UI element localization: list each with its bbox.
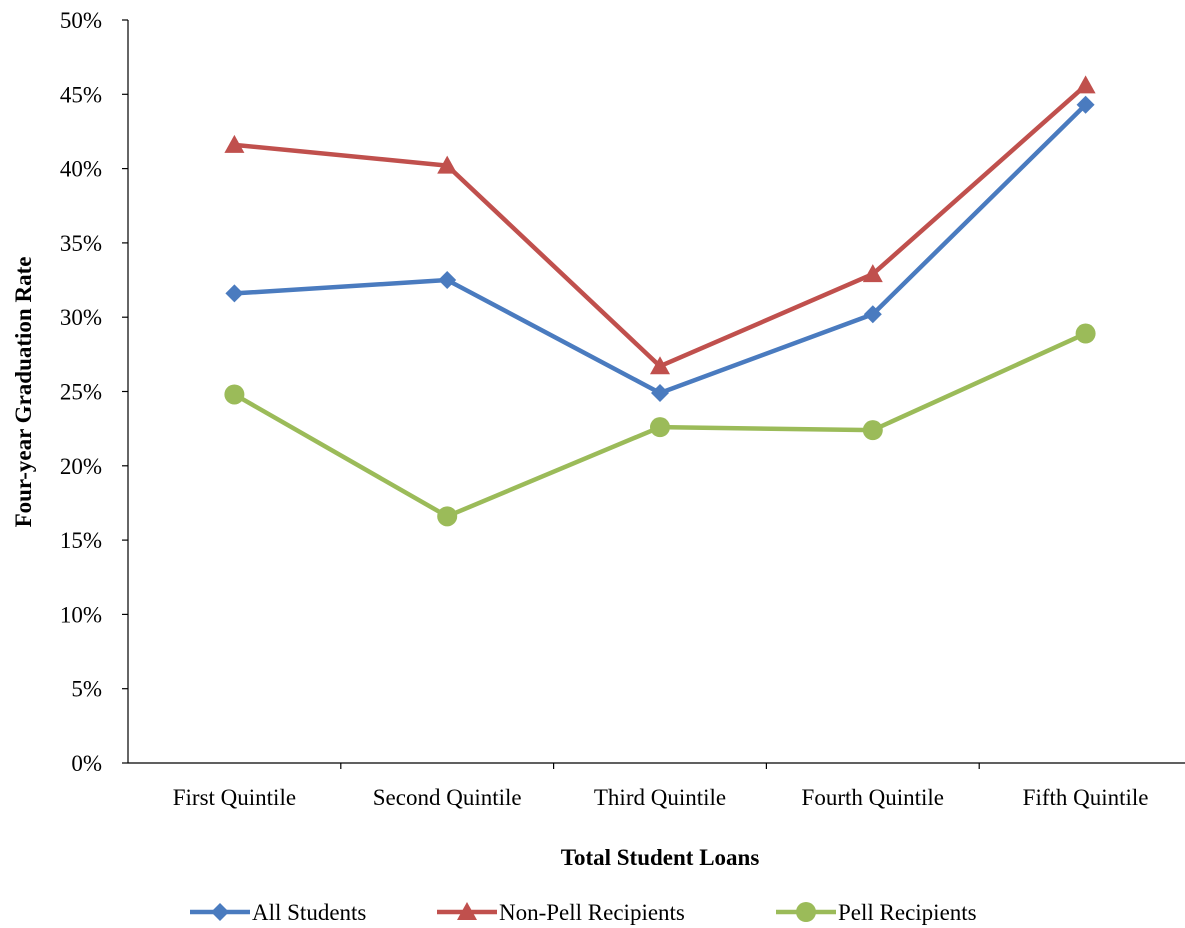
legend-item: All Students: [190, 900, 366, 925]
x-axis-tick-labels: First Quintile Second Quintile Third Quint…: [173, 785, 1149, 810]
data-point: [650, 356, 670, 375]
y-tick-label: 15%: [60, 528, 102, 553]
legend-label: Pell Recipients: [838, 900, 977, 925]
data-point: [225, 284, 244, 303]
series-non-pell-recipients: [224, 75, 1096, 375]
data-point: [437, 506, 458, 527]
series-all-students: [225, 95, 1095, 402]
y-tick-label: 40%: [60, 157, 102, 182]
data-point: [650, 417, 670, 438]
data-point: [438, 271, 457, 290]
data-point: [1075, 75, 1096, 94]
legend-item: Non-Pell Recipients: [437, 900, 685, 925]
data-point: [651, 383, 669, 402]
legend-marker: [796, 902, 816, 922]
y-tick-label: 35%: [60, 231, 102, 256]
data-point: [862, 420, 883, 441]
series-line: [234, 83, 1088, 369]
x-tick-label: Third Quintile: [594, 785, 726, 810]
data-point: [224, 384, 245, 405]
y-tick-label: 0%: [71, 751, 102, 776]
x-axis-tick-marks: [340, 763, 980, 769]
series-layer: [224, 75, 1096, 527]
y-tick-label: 30%: [60, 305, 102, 330]
x-tick-label: Fifth Quintile: [1023, 785, 1149, 810]
data-point: [863, 305, 882, 324]
series-pell-recipients: [224, 323, 1096, 527]
data-point: [437, 155, 458, 174]
x-tick-label: First Quintile: [173, 785, 296, 810]
data-point: [224, 134, 245, 153]
legend: All Students Non-Pell Recipients Pell Reci…: [190, 900, 977, 925]
y-tick-label: 50%: [60, 8, 102, 33]
data-point: [862, 264, 883, 283]
y-tick-label: 20%: [60, 454, 102, 479]
legend-label: All Students: [252, 900, 366, 925]
y-tick-label: 45%: [60, 82, 102, 107]
y-tick-label: 5%: [71, 677, 102, 702]
x-tick-label: Fourth Quintile: [802, 785, 944, 810]
legend-label: Non-Pell Recipients: [499, 900, 685, 925]
y-tick-label: 25%: [60, 380, 102, 405]
series-line: [234, 103, 1088, 396]
legend-item: Pell Recipients: [776, 900, 977, 925]
data-point: [1075, 323, 1096, 344]
data-point: [1076, 95, 1095, 114]
x-axis-title: Total Student Loans: [561, 845, 760, 870]
y-tick-label: 10%: [60, 602, 102, 627]
y-axis-tick-labels: 0% 5% 10% 15% 20% 25% 30% 35% 40% 45% 50%: [60, 8, 128, 776]
legend-marker: [457, 902, 477, 920]
y-axis-title: Four-year Graduation Rate: [11, 257, 36, 528]
legend-marker: [211, 903, 229, 921]
x-tick-label: Second Quintile: [373, 785, 522, 810]
